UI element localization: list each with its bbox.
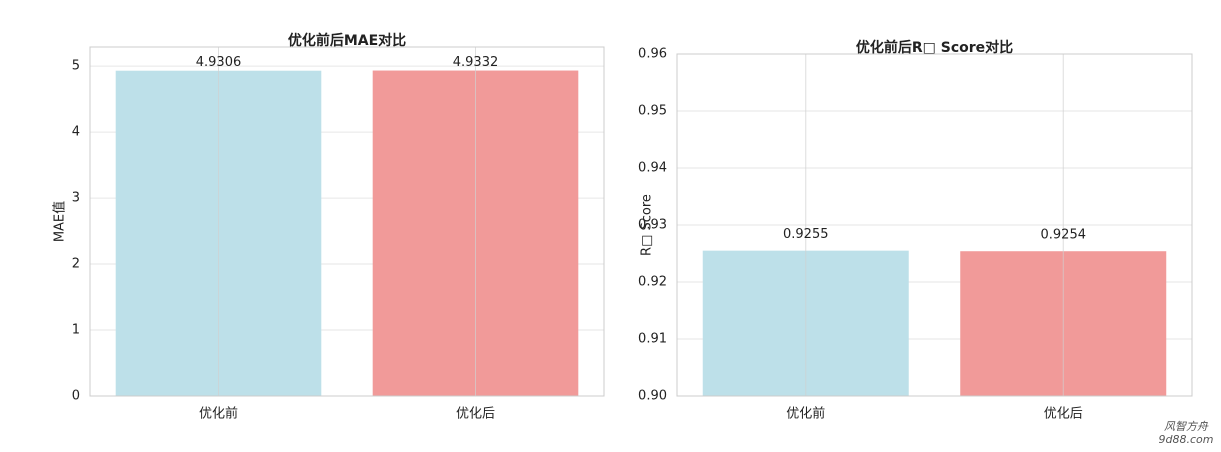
y-tick-label: 3 [72, 191, 80, 206]
y-tick-label: 4 [72, 125, 80, 140]
y-tick-label: 0.91 [638, 332, 667, 347]
y-tick-label: 1 [72, 323, 80, 338]
y-tick-label: 5 [72, 59, 80, 74]
chart-title: 优化前后R□ Score对比 [856, 39, 1013, 56]
y-tick-label: 0.95 [638, 104, 667, 119]
x-tick-label: 优化后 [1044, 407, 1083, 422]
y-tick-label: 2 [72, 257, 80, 272]
x-tick-label: 优化前 [786, 406, 825, 422]
y-tick-label: 0.96 [638, 47, 667, 62]
watermark-site: 9d88.com [1159, 433, 1214, 446]
x-tick-label: 优化后 [456, 407, 495, 422]
y-axis-label: R□ Score [640, 194, 655, 256]
y-tick-label: 0.93 [638, 218, 667, 233]
plot-frame [89, 46, 605, 397]
plot-frame [676, 53, 1193, 397]
watermark-name: 风智方舟 [1164, 420, 1209, 433]
value-label: 0.9255 [783, 227, 829, 242]
y-tick-label: 0 [72, 389, 80, 404]
value-label: 4.9332 [453, 55, 499, 70]
y-axis-label: MAE值 [52, 201, 68, 242]
y-tick-label: 0.90 [638, 389, 667, 404]
y-tick-label: 0.94 [638, 161, 667, 176]
value-label: 0.9254 [1041, 228, 1087, 243]
value-label: 4.9306 [196, 55, 242, 70]
chart-title: 优化前后MAE对比 [288, 32, 406, 49]
x-tick-label: 优化前 [199, 406, 238, 422]
y-tick-label: 0.92 [638, 275, 667, 290]
